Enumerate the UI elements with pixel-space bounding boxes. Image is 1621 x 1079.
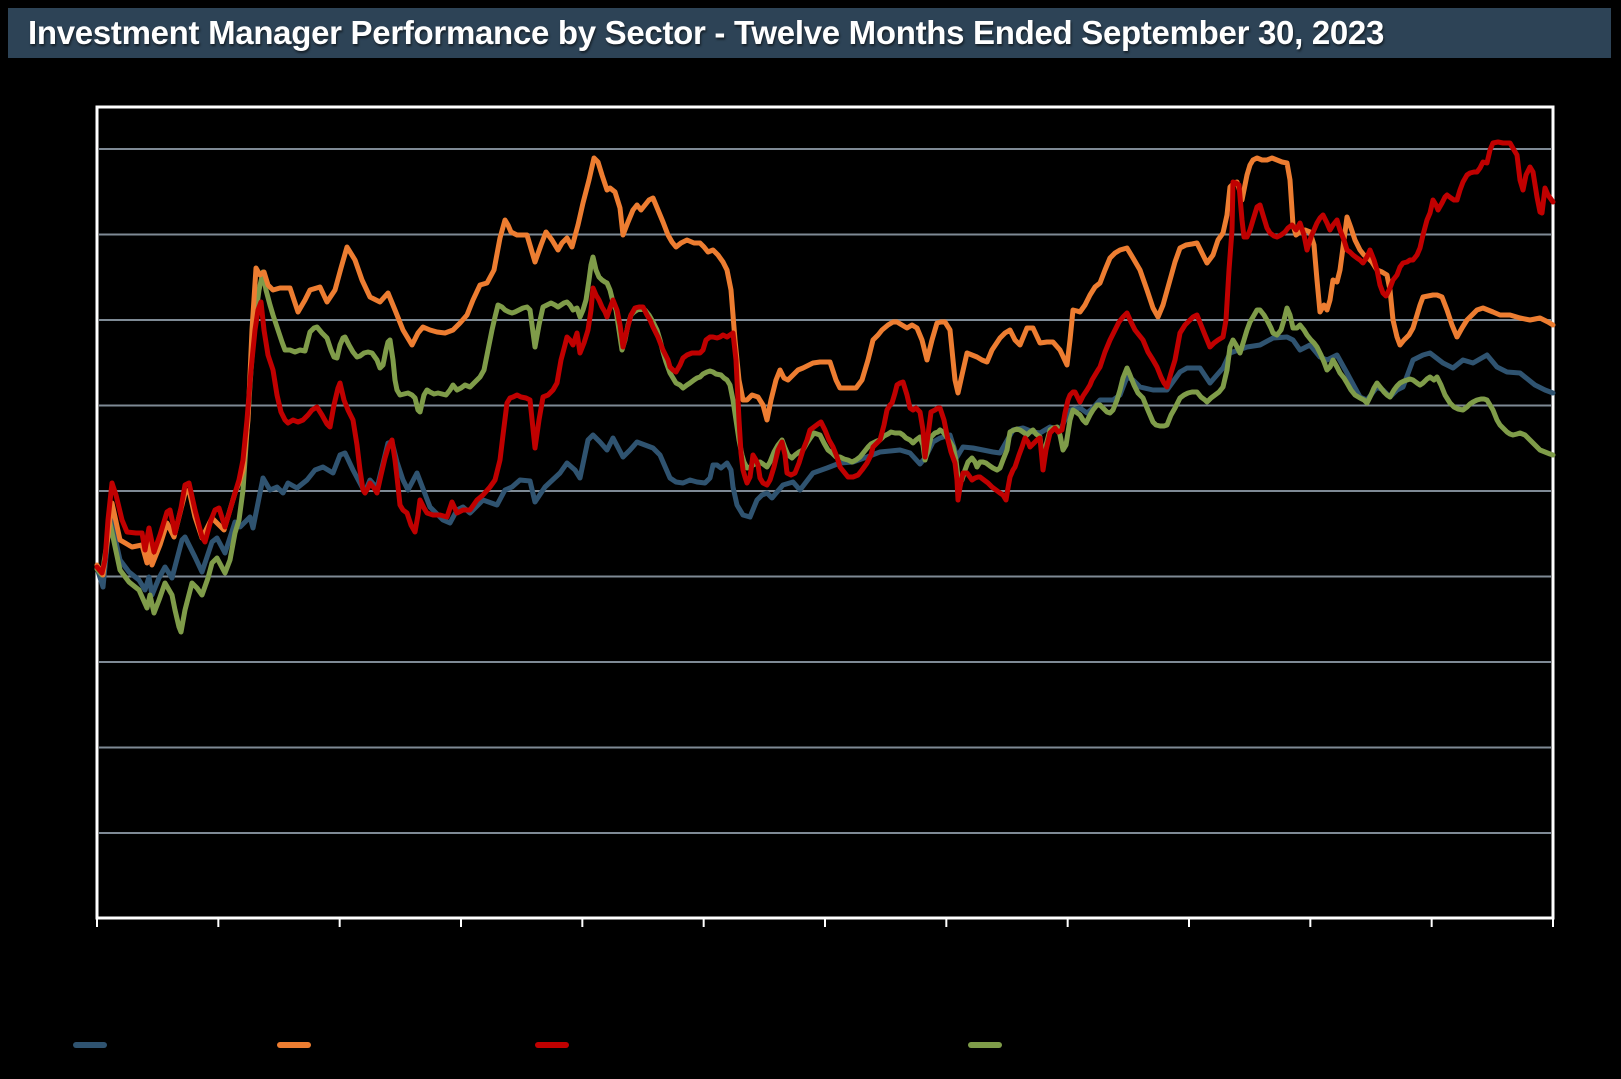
chart-title-bar: Investment Manager Performance by Sector… [8, 8, 1611, 58]
plot-border [95, 105, 1555, 920]
legend-marker-red [535, 1042, 569, 1048]
series-line-orange [94, 155, 1556, 578]
legend-marker-orange [277, 1042, 311, 1048]
legend-marker-navy [73, 1042, 107, 1048]
series-line-green [94, 254, 1556, 635]
series-line-navy [94, 334, 1556, 598]
chart-title: Investment Manager Performance by Sector… [28, 14, 1385, 51]
series-line-red [94, 139, 1556, 576]
legend-marker-green [968, 1042, 1002, 1048]
